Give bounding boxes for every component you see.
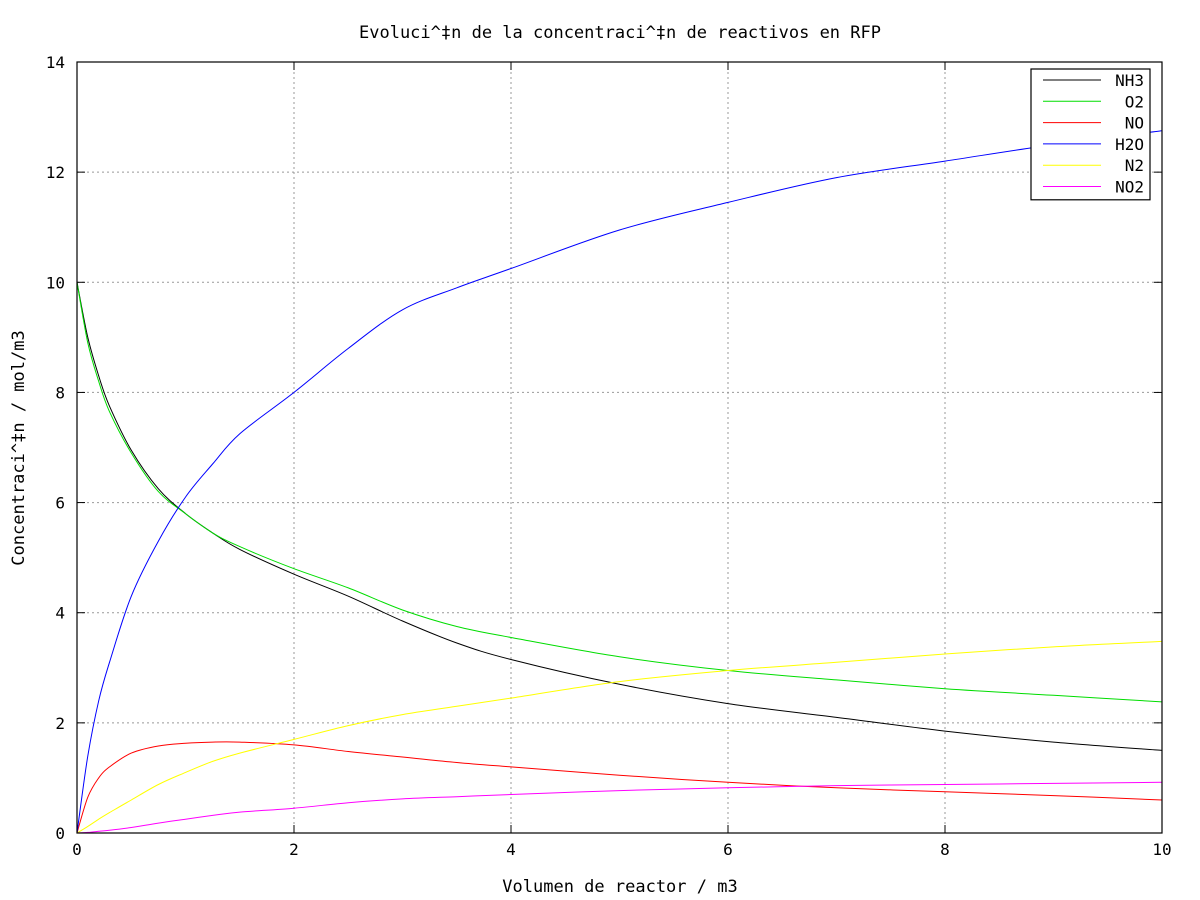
series-line-nh3 [76, 282, 1163, 751]
legend-label: O2 [1125, 92, 1144, 111]
legend-label: NO2 [1115, 178, 1144, 197]
plot-frame [76, 61, 1163, 834]
legend-label: H2O [1115, 135, 1144, 154]
axis-ticks: 0 2 4 6 8 10 0 2 4 6 8 10 12 14 [46, 53, 1172, 859]
x-axis-label: Volumen de reactor / m3 [502, 877, 737, 897]
series-line-h2o [76, 130, 1163, 834]
x-tick-label: 2 [289, 840, 299, 859]
y-tick-label: 2 [55, 714, 65, 733]
legend-box [1030, 68, 1151, 201]
y-tick-label: 12 [46, 163, 65, 182]
legend: NH3 O2 NO H2O N2 NO2 [1030, 68, 1151, 201]
series-line-o2 [76, 282, 1163, 703]
y-tick-label: 0 [55, 824, 65, 843]
series-lines [76, 130, 1163, 834]
legend-label: N2 [1125, 156, 1144, 175]
x-tick-label: 8 [940, 840, 950, 859]
series-line-no [76, 741, 1163, 834]
y-tick-label: 6 [55, 494, 65, 513]
grid-lines [77, 62, 1162, 833]
x-tick-label: 6 [723, 840, 733, 859]
x-tick-label: 4 [506, 840, 516, 859]
y-tick-label: 4 [55, 604, 65, 623]
x-tick-label: 0 [72, 840, 82, 859]
y-axis-label: Concentraci^‡n / mol/m3 [9, 330, 29, 565]
chart-title: Evoluci^‡n de la concentraci^‡n de react… [359, 23, 881, 43]
legend-label: NH3 [1115, 71, 1144, 90]
series-line-n2 [76, 640, 1163, 834]
y-tick-label: 14 [46, 53, 65, 72]
y-tick-label: 8 [55, 383, 65, 402]
legend-label: NO [1125, 114, 1144, 133]
x-tick-label: 10 [1152, 840, 1171, 859]
series-line-no2 [76, 781, 1163, 834]
y-tick-label: 10 [46, 273, 65, 292]
